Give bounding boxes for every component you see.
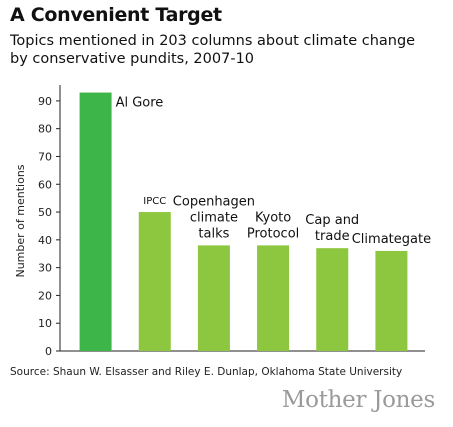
y-tick-label: 70 bbox=[38, 150, 52, 163]
bar bbox=[138, 212, 171, 351]
chart-title: A Convenient Target bbox=[10, 4, 222, 26]
brand-logo: Mother Jones bbox=[281, 387, 435, 413]
bar bbox=[197, 245, 230, 351]
y-tick-label: 0 bbox=[45, 345, 52, 358]
y-tick-label: 20 bbox=[38, 289, 52, 302]
bar-label: Kyoto Protocol bbox=[247, 210, 299, 241]
y-tick-label: 60 bbox=[38, 178, 52, 191]
bar-label: Copenhagen climate talks bbox=[173, 194, 255, 241]
y-axis-label: Number of mentions bbox=[14, 164, 27, 277]
y-tick-label: 80 bbox=[38, 123, 52, 136]
bar-label: Climategate bbox=[352, 232, 431, 247]
source-note: Source: Shaun W. Elsasser and Riley E. D… bbox=[10, 366, 403, 378]
y-tick-label: 90 bbox=[38, 95, 52, 108]
y-tick-label: 50 bbox=[38, 206, 52, 219]
y-tick-label: 10 bbox=[38, 317, 52, 330]
bar-label: Al Gore bbox=[116, 96, 164, 111]
bar bbox=[257, 245, 290, 351]
chart-subtitle: Topics mentioned in 203 columns about cl… bbox=[10, 33, 416, 67]
bar bbox=[375, 250, 408, 351]
bar bbox=[316, 248, 349, 351]
bar-label: Cap and trade bbox=[305, 213, 359, 244]
y-tick-label: 40 bbox=[38, 234, 52, 247]
bar-label: IPCC bbox=[143, 196, 166, 207]
bar bbox=[79, 92, 112, 351]
y-tick-label: 30 bbox=[38, 262, 52, 275]
